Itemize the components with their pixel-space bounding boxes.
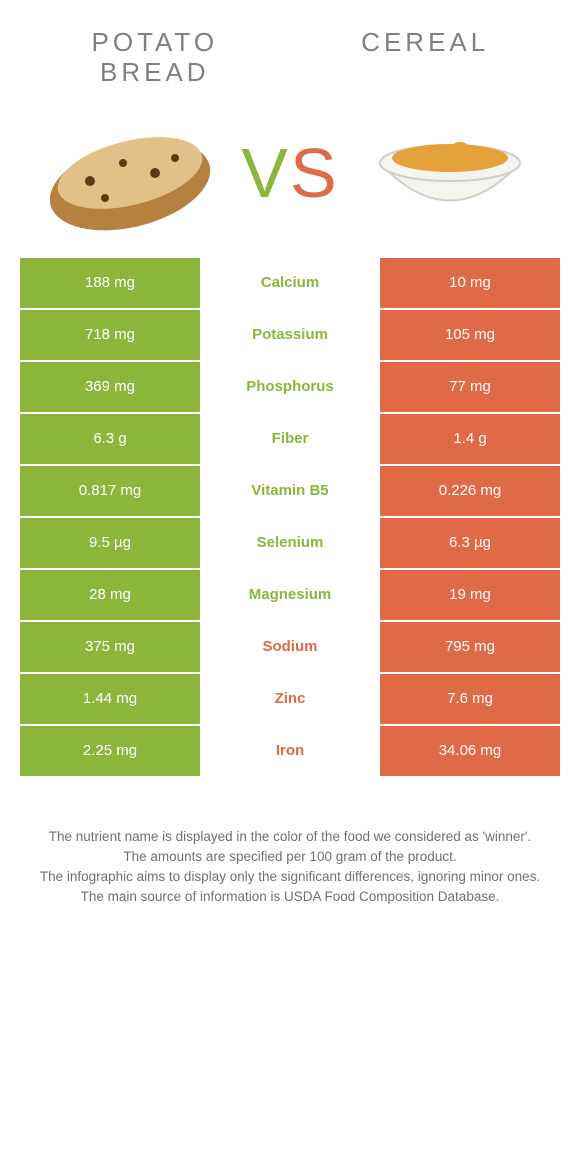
table-row: 6.3 gFiber1.4 g bbox=[20, 414, 560, 466]
nutrient-label: Potassium bbox=[200, 310, 380, 362]
value-left: 718 mg bbox=[20, 310, 200, 362]
nutrient-label: Sodium bbox=[200, 622, 380, 674]
cereal-image bbox=[350, 98, 550, 248]
footer-notes: The nutrient name is displayed in the co… bbox=[30, 828, 550, 909]
footer-line: The nutrient name is displayed in the co… bbox=[30, 828, 550, 846]
potato-bread-image bbox=[30, 98, 230, 248]
nutrient-label: Vitamin B5 bbox=[200, 466, 380, 518]
nutrient-label: Phosphorus bbox=[200, 362, 380, 414]
value-left: 6.3 g bbox=[20, 414, 200, 466]
value-right: 77 mg bbox=[380, 362, 560, 414]
table-row: 0.817 mgVitamin B50.226 mg bbox=[20, 466, 560, 518]
nutrient-label: Calcium bbox=[200, 258, 380, 310]
nutrient-label: Zinc bbox=[200, 674, 380, 726]
vs-s: S bbox=[290, 134, 339, 212]
nutrient-label: Selenium bbox=[200, 518, 380, 570]
vs-v: V bbox=[241, 134, 290, 212]
value-right: 19 mg bbox=[380, 570, 560, 622]
table-row: 1.44 mgZinc7.6 mg bbox=[20, 674, 560, 726]
value-left: 188 mg bbox=[20, 258, 200, 310]
nutrient-label: Magnesium bbox=[200, 570, 380, 622]
footer-line: The amounts are specified per 100 gram o… bbox=[30, 848, 550, 866]
value-right: 10 mg bbox=[380, 258, 560, 310]
table-row: 9.5 µgSelenium6.3 µg bbox=[20, 518, 560, 570]
footer-line: The main source of information is USDA F… bbox=[30, 888, 550, 906]
value-left: 0.817 mg bbox=[20, 466, 200, 518]
comparison-table: 188 mgCalcium10 mg718 mgPotassium105 mg3… bbox=[20, 258, 560, 778]
vs-label: VS bbox=[241, 133, 338, 213]
nutrient-label: Iron bbox=[200, 726, 380, 778]
value-left: 2.25 mg bbox=[20, 726, 200, 778]
value-left: 9.5 µg bbox=[20, 518, 200, 570]
value-left: 28 mg bbox=[20, 570, 200, 622]
header: POTATO BREAD CEREAL bbox=[10, 0, 570, 88]
value-left: 1.44 mg bbox=[20, 674, 200, 726]
table-row: 188 mgCalcium10 mg bbox=[20, 258, 560, 310]
value-left: 369 mg bbox=[20, 362, 200, 414]
table-row: 28 mgMagnesium19 mg bbox=[20, 570, 560, 622]
title-right: CEREAL bbox=[300, 28, 550, 58]
table-row: 375 mgSodium795 mg bbox=[20, 622, 560, 674]
value-right: 105 mg bbox=[380, 310, 560, 362]
value-right: 795 mg bbox=[380, 622, 560, 674]
table-row: 718 mgPotassium105 mg bbox=[20, 310, 560, 362]
table-row: 369 mgPhosphorus77 mg bbox=[20, 362, 560, 414]
value-right: 6.3 µg bbox=[380, 518, 560, 570]
value-right: 1.4 g bbox=[380, 414, 560, 466]
footer-line: The infographic aims to display only the… bbox=[30, 868, 550, 886]
value-right: 0.226 mg bbox=[380, 466, 560, 518]
title-left: POTATO BREAD bbox=[30, 28, 280, 88]
table-row: 2.25 mgIron34.06 mg bbox=[20, 726, 560, 778]
value-right: 34.06 mg bbox=[380, 726, 560, 778]
images-row: VS bbox=[10, 88, 570, 258]
nutrient-label: Fiber bbox=[200, 414, 380, 466]
value-left: 375 mg bbox=[20, 622, 200, 674]
value-right: 7.6 mg bbox=[380, 674, 560, 726]
